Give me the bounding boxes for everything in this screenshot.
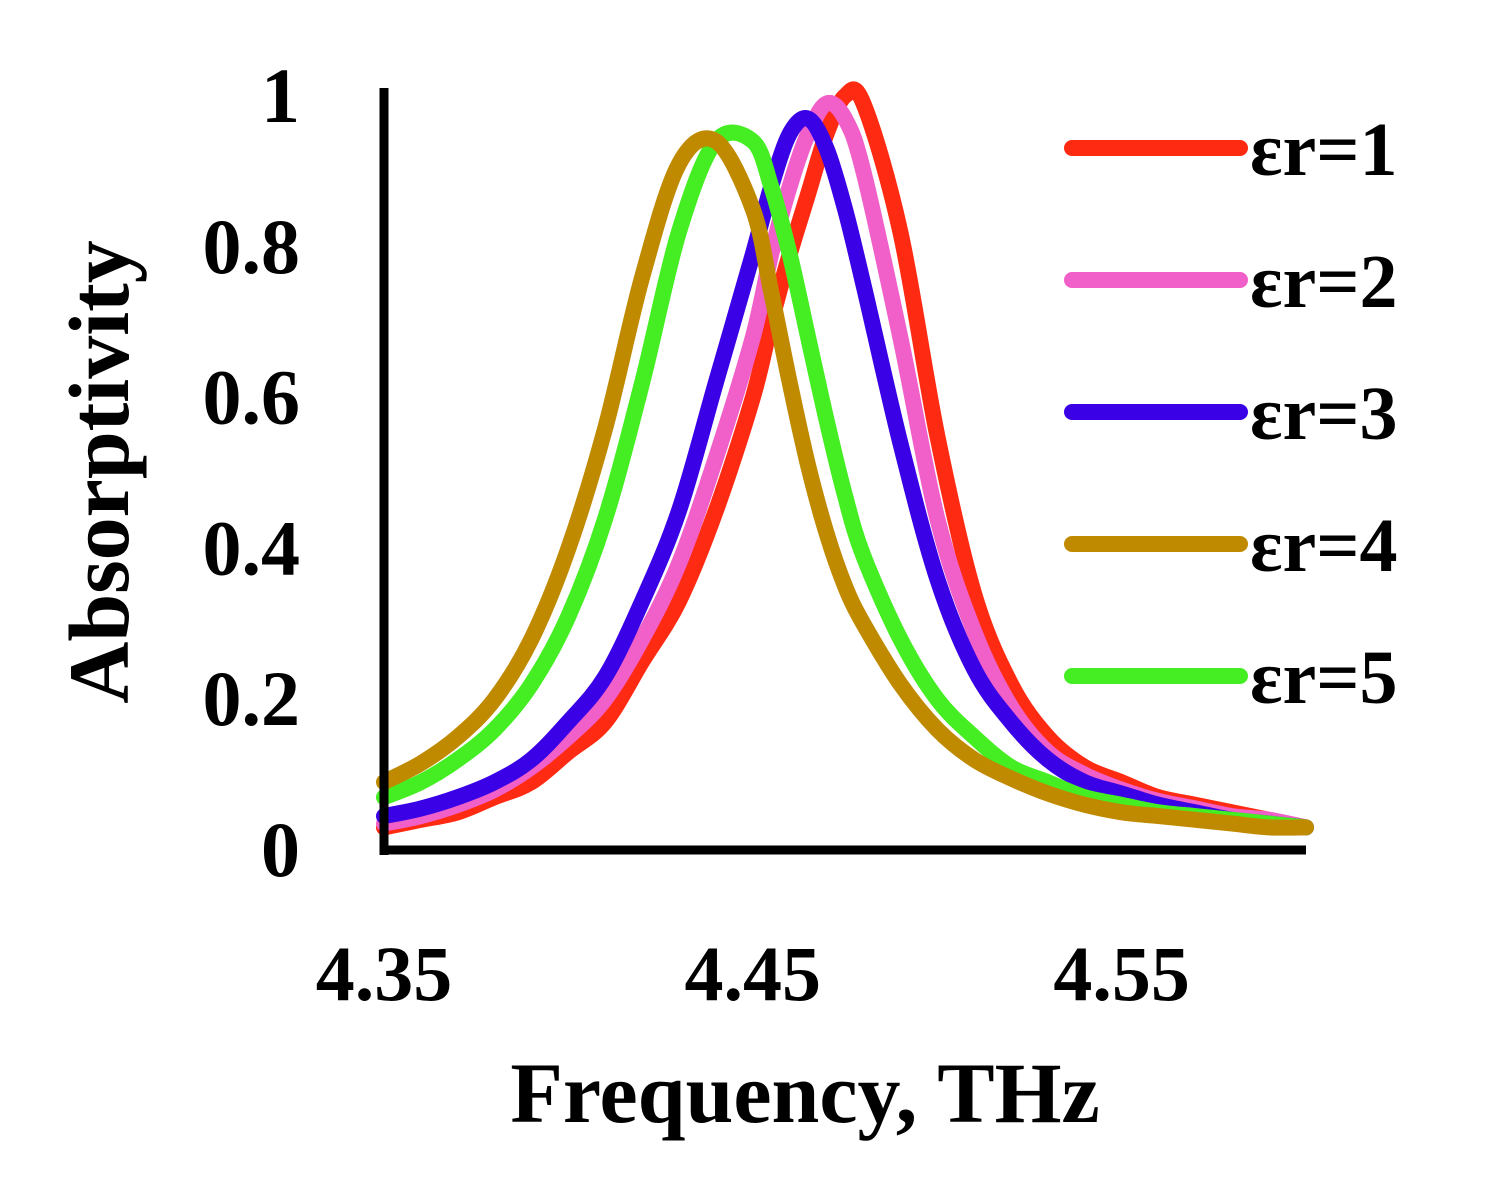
- legend-label-4: εr=4: [1250, 504, 1398, 588]
- x-tick-label: 4.55: [1053, 930, 1190, 1017]
- y-tick-label: 0.6: [203, 354, 301, 441]
- y-tick-label: 0.2: [203, 655, 301, 742]
- y-axis-label: Absorptivity: [51, 240, 147, 703]
- legend-label-5: εr=5: [1250, 636, 1398, 720]
- legend-label-1: εr=1: [1250, 108, 1398, 192]
- y-tick-label: 0: [261, 806, 300, 893]
- legend-label-2: εr=2: [1250, 240, 1398, 324]
- series-line-3: [376, 110, 1314, 836]
- x-tick-label: 4.45: [685, 930, 822, 1017]
- legend: εr=1 εr=2 εr=3 εr=4 εr=5: [1064, 108, 1398, 720]
- y-tick-label: 0.4: [203, 504, 301, 591]
- y-tick-label: 1: [261, 52, 300, 139]
- x-tick-label: 4.35: [316, 930, 453, 1017]
- legend-label-3: εr=3: [1250, 372, 1398, 456]
- x-tick-labels: 4.35 4.45 4.55: [316, 930, 1190, 1017]
- series-line-4: [376, 130, 1314, 836]
- y-tick-label: 0.8: [203, 203, 301, 290]
- y-tick-labels: 0 0.2 0.4 0.6 0.8 1: [203, 52, 301, 893]
- x-axis-label: Frequency, THz: [510, 1045, 1099, 1141]
- plot-series: [376, 81, 1314, 836]
